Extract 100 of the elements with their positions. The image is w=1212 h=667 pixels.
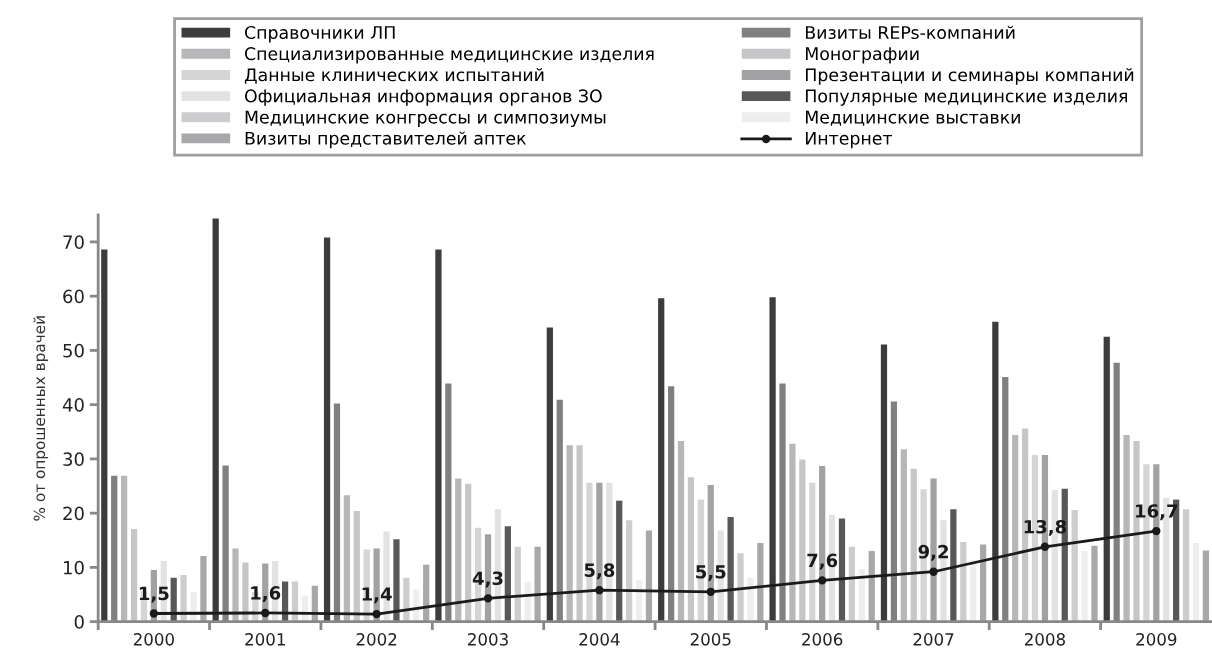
bar — [880, 344, 888, 622]
bar — [960, 541, 967, 622]
bar — [200, 556, 207, 622]
y-tick-label: 40 — [62, 398, 84, 412]
legend-label: Монографии — [805, 47, 919, 64]
point — [817, 576, 827, 585]
bar — [1091, 545, 1098, 622]
bar — [393, 539, 400, 622]
bar — [546, 327, 553, 622]
bar — [1012, 435, 1019, 622]
bar — [232, 548, 239, 622]
bar — [616, 500, 623, 622]
bar — [645, 530, 653, 622]
legend-label: Медицинские выставки — [805, 110, 1020, 126]
bar — [353, 510, 360, 622]
bar — [658, 298, 665, 622]
bar — [789, 443, 796, 622]
point — [929, 567, 938, 576]
legend-label: Специализированные медицинские изделия — [244, 47, 654, 64]
legend-label: Данные клинических испытаний — [244, 68, 544, 84]
bar — [566, 445, 573, 622]
y-axis-title: % от опрошенных врачей — [33, 316, 49, 521]
bar — [121, 475, 128, 622]
bar — [1192, 542, 1200, 622]
x-tick-label: 2000 — [133, 633, 174, 646]
bar — [1123, 435, 1130, 622]
x-tick-label: 2003 — [468, 633, 508, 646]
x-tick-label: 2001 — [245, 633, 285, 646]
bar — [504, 526, 511, 622]
y-tick-label: 20 — [63, 506, 84, 521]
legend-label: Визиты представителей аптек — [245, 131, 526, 149]
data-label: 1,5 — [139, 586, 169, 603]
data-label: 1,4 — [362, 587, 392, 604]
bar — [343, 495, 351, 622]
x-tick-label: 2004 — [579, 633, 620, 646]
y-tick-label: 10 — [63, 560, 84, 575]
bar — [950, 509, 957, 622]
bar — [455, 478, 462, 622]
point — [483, 594, 493, 603]
y-tick-label: 60 — [63, 289, 84, 304]
point — [706, 587, 715, 596]
bar — [910, 468, 917, 622]
point — [1152, 526, 1161, 536]
y-tick-label: 30 — [63, 452, 84, 467]
bar — [626, 520, 633, 622]
data-label: 9,2 — [918, 544, 948, 561]
bar — [727, 516, 734, 622]
bar — [687, 477, 695, 622]
bar — [992, 321, 999, 622]
bar — [848, 546, 856, 622]
data-label: 7,6 — [807, 553, 838, 570]
x-tick-label: 2007 — [913, 633, 954, 646]
x-tick-label: 2005 — [690, 633, 731, 646]
bar — [130, 528, 138, 622]
x-tick-label: 2006 — [802, 633, 843, 646]
bar — [435, 249, 442, 622]
legend-label: Интернет — [805, 131, 893, 149]
bar — [1071, 509, 1078, 622]
point — [149, 609, 159, 618]
y-tick-label: 70 — [63, 235, 84, 250]
bar — [747, 577, 754, 622]
data-label: 1,6 — [251, 586, 281, 603]
bar — [757, 542, 764, 622]
data-label: 4,3 — [472, 571, 503, 588]
y-tick-label: 50 — [63, 343, 84, 358]
point — [261, 608, 270, 618]
data-label: 5,5 — [696, 565, 726, 581]
bar — [242, 562, 249, 622]
point — [372, 609, 381, 619]
legend-label: Справочники ЛП — [244, 25, 395, 43]
bar — [737, 553, 744, 622]
bar — [514, 546, 521, 622]
bar — [799, 459, 806, 622]
bar — [534, 546, 541, 622]
bar — [677, 440, 685, 622]
data-label: 5,8 — [584, 563, 615, 580]
bar — [868, 551, 875, 622]
legend-label: Медицинские конгрессы и симпозиумы — [245, 110, 606, 127]
x-tick-label: 2002 — [356, 633, 397, 646]
bar — [979, 544, 987, 622]
bar — [180, 574, 187, 622]
bar — [900, 449, 907, 622]
bar — [323, 237, 331, 622]
bar — [1182, 509, 1190, 622]
bar — [1202, 550, 1209, 622]
bar — [769, 297, 776, 622]
x-tick-label: 2008 — [1024, 633, 1065, 646]
bar — [465, 483, 472, 622]
point — [595, 586, 604, 595]
bar — [1103, 336, 1110, 622]
bar — [212, 218, 219, 622]
y-tick-label: 0 — [74, 615, 84, 629]
x-tick-label: 2009 — [1136, 633, 1177, 646]
legend-label: Визиты REPs-компаний — [805, 25, 1015, 40]
bar — [1081, 551, 1088, 622]
legend-label: Официальная информация органов ЗО — [244, 89, 602, 106]
bar — [838, 518, 846, 622]
point — [1040, 542, 1050, 551]
bar — [101, 249, 108, 622]
legend-label: Популярные медицинские изделия — [805, 89, 1127, 106]
